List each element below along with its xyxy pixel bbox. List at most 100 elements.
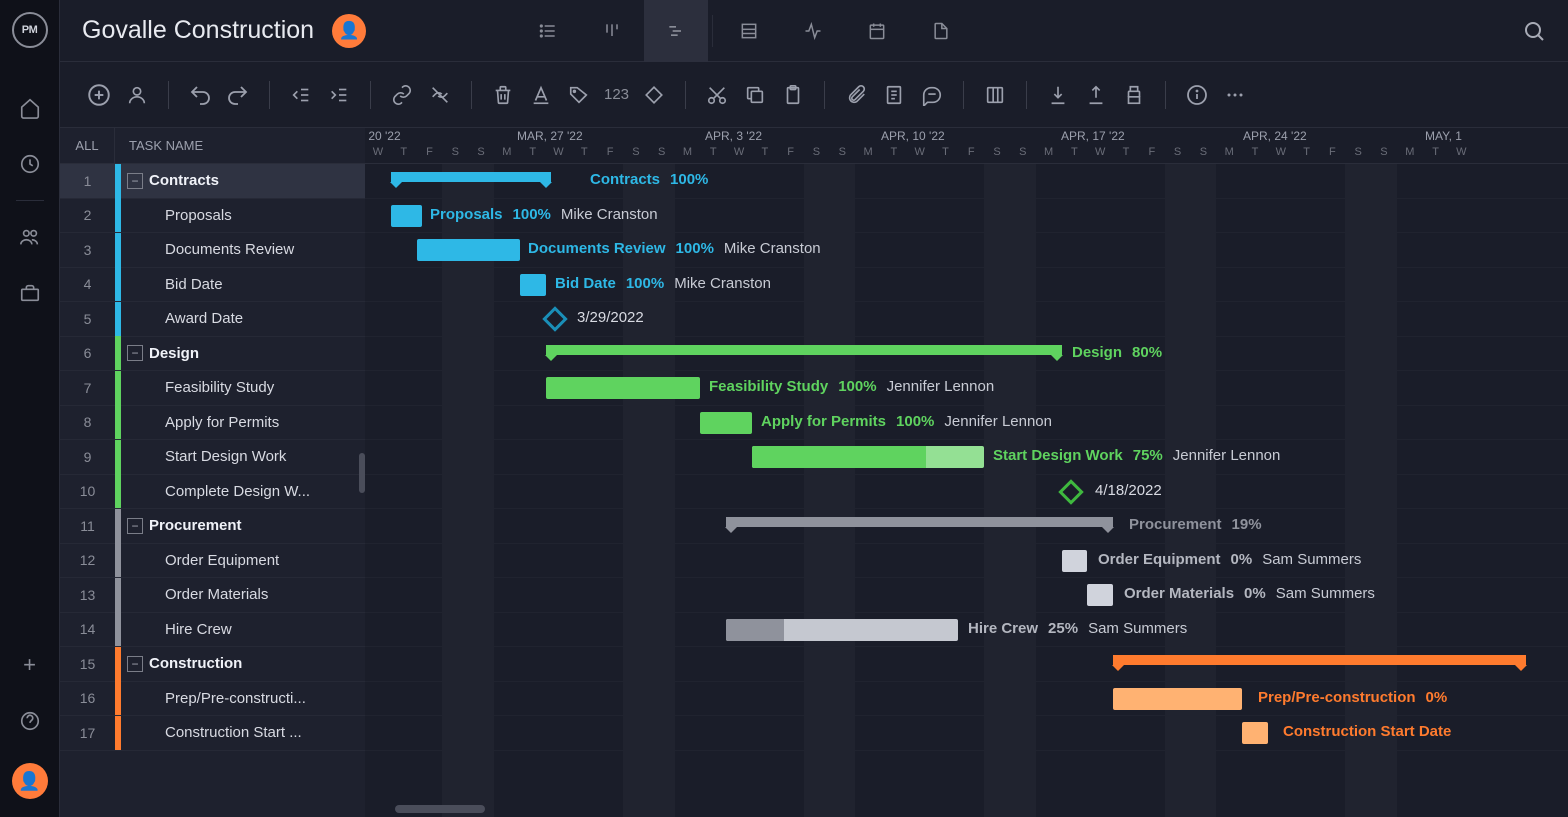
help-icon[interactable] — [18, 709, 42, 733]
view-sheet-icon[interactable] — [717, 0, 781, 62]
task-bar[interactable] — [1062, 550, 1088, 572]
link-icon[interactable] — [385, 78, 419, 112]
task-row[interactable]: 17Construction Start ... — [60, 716, 365, 751]
task-row[interactable]: 9Start Design Work — [60, 440, 365, 475]
task-row[interactable]: 15−Construction — [60, 647, 365, 682]
team-icon[interactable] — [18, 225, 42, 249]
redo-icon[interactable] — [221, 78, 255, 112]
task-bar[interactable] — [546, 377, 701, 399]
task-row[interactable]: 7Feasibility Study — [60, 371, 365, 406]
view-list-icon[interactable] — [516, 0, 580, 62]
portfolio-icon[interactable] — [18, 281, 42, 305]
view-calendar-icon[interactable] — [845, 0, 909, 62]
tag-icon[interactable] — [562, 78, 596, 112]
task-row[interactable]: 3Documents Review — [60, 233, 365, 268]
task-row[interactable]: 11−Procurement — [60, 509, 365, 544]
task-row[interactable]: 8Apply for Permits — [60, 406, 365, 441]
format-number-label[interactable]: 123 — [600, 86, 633, 103]
view-gantt-icon[interactable] — [644, 0, 708, 62]
row-color-bar — [115, 578, 121, 612]
project-owner-avatar[interactable]: 👤 — [332, 14, 366, 48]
columns-icon[interactable] — [978, 78, 1012, 112]
info-icon[interactable] — [1180, 78, 1214, 112]
collapse-toggle-icon[interactable]: − — [127, 173, 143, 189]
topbar: Govalle Construction 👤 — [60, 0, 1568, 62]
bar-label: Order Equipment0%Sam Summers — [1098, 551, 1361, 568]
row-number: 11 — [60, 518, 115, 534]
timeline-day-label: M — [855, 146, 881, 164]
column-task-name[interactable]: TASK NAME — [115, 138, 365, 153]
task-row[interactable]: 5Award Date — [60, 302, 365, 337]
indent-icon[interactable] — [322, 78, 356, 112]
view-file-icon[interactable] — [909, 0, 973, 62]
milestone-marker[interactable] — [542, 306, 567, 331]
row-number: 14 — [60, 621, 115, 637]
view-activity-icon[interactable] — [781, 0, 845, 62]
task-bar[interactable] — [700, 412, 752, 434]
task-row[interactable]: 12Order Equipment — [60, 544, 365, 579]
text-style-icon[interactable] — [524, 78, 558, 112]
user-avatar[interactable]: 👤 — [12, 763, 48, 799]
task-bar[interactable] — [417, 239, 520, 261]
add-task-icon[interactable] — [82, 78, 116, 112]
row-color-bar — [115, 543, 121, 577]
more-icon[interactable] — [1218, 78, 1252, 112]
add-icon[interactable]: + — [16, 651, 44, 679]
app-logo[interactable]: PM — [12, 12, 48, 48]
task-row[interactable]: 2Proposals — [60, 199, 365, 234]
task-row[interactable]: 13Order Materials — [60, 578, 365, 613]
collapse-toggle-icon[interactable]: − — [127, 656, 143, 672]
print-icon[interactable] — [1117, 78, 1151, 112]
summary-bar[interactable] — [546, 345, 1062, 355]
task-name: Order Materials — [165, 586, 365, 603]
task-row[interactable]: 1−Contracts — [60, 164, 365, 199]
home-icon[interactable] — [18, 96, 42, 120]
timeline-day-label: F — [1139, 146, 1165, 164]
undo-icon[interactable] — [183, 78, 217, 112]
task-row[interactable]: 10Complete Design W... — [60, 475, 365, 510]
attach-icon[interactable] — [839, 78, 873, 112]
row-color-bar — [115, 509, 121, 543]
comment-icon[interactable] — [915, 78, 949, 112]
assign-icon[interactable] — [120, 78, 154, 112]
import-icon[interactable] — [1041, 78, 1075, 112]
delete-icon[interactable] — [486, 78, 520, 112]
timeline-day-label: S — [649, 146, 675, 164]
view-board-icon[interactable] — [580, 0, 644, 62]
task-row[interactable]: 6−Design — [60, 337, 365, 372]
cut-icon[interactable] — [700, 78, 734, 112]
task-bar[interactable] — [1113, 688, 1242, 710]
task-bar[interactable] — [520, 274, 546, 296]
milestone-icon[interactable] — [637, 78, 671, 112]
export-icon[interactable] — [1079, 78, 1113, 112]
unlink-icon[interactable] — [423, 78, 457, 112]
task-row[interactable]: 16Prep/Pre-constructi... — [60, 682, 365, 717]
task-bar[interactable] — [1087, 584, 1113, 606]
bar-label: Documents Review100%Mike Cranston — [528, 240, 821, 257]
task-bar[interactable] — [726, 619, 958, 641]
task-bar[interactable] — [1242, 722, 1268, 744]
milestone-label: 3/29/2022 — [577, 309, 644, 326]
task-bar[interactable] — [391, 205, 422, 227]
column-all[interactable]: ALL — [60, 128, 115, 163]
timeline-day-label: T — [1062, 146, 1088, 164]
task-bar[interactable] — [752, 446, 984, 468]
recent-icon[interactable] — [18, 152, 42, 176]
task-row[interactable]: 4Bid Date — [60, 268, 365, 303]
timeline-day-label: S — [1371, 146, 1397, 164]
task-row[interactable]: 14Hire Crew — [60, 613, 365, 648]
summary-bar[interactable] — [726, 517, 1113, 527]
paste-icon[interactable] — [776, 78, 810, 112]
search-icon[interactable] — [1522, 19, 1546, 43]
collapse-toggle-icon[interactable]: − — [127, 518, 143, 534]
outdent-icon[interactable] — [284, 78, 318, 112]
copy-icon[interactable] — [738, 78, 772, 112]
task-name: Design — [149, 345, 365, 362]
summary-bar[interactable] — [1113, 655, 1526, 665]
notes-icon[interactable] — [877, 78, 911, 112]
horizontal-scrollbar[interactable] — [395, 805, 485, 813]
row-color-bar — [115, 233, 121, 267]
collapse-toggle-icon[interactable]: − — [127, 345, 143, 361]
summary-bar[interactable] — [391, 172, 551, 182]
milestone-marker[interactable] — [1058, 479, 1083, 504]
